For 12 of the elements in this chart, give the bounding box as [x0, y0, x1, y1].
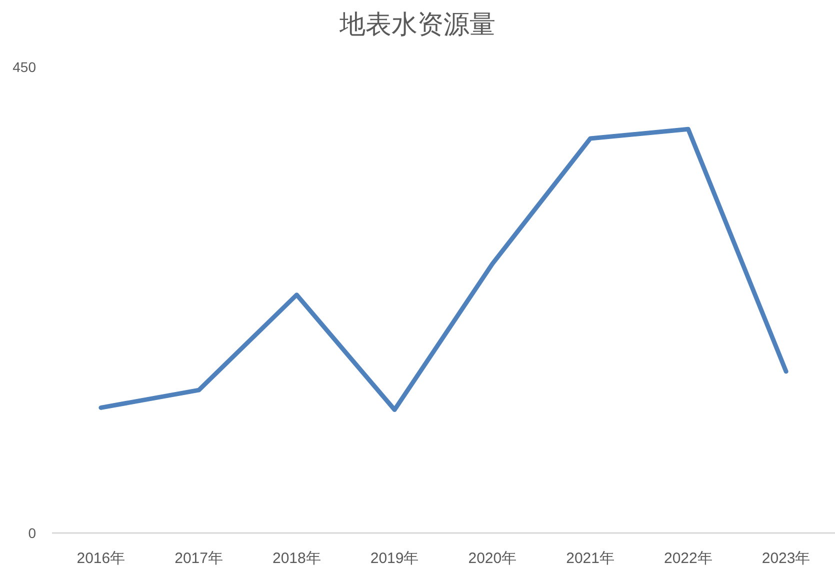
- line-series: [98, 126, 788, 412]
- y-tick-label: 450: [12, 59, 36, 75]
- x-tick-label: 2019年: [370, 550, 419, 567]
- x-tick-label: 2023年: [762, 550, 810, 567]
- y-tick-label: 0: [28, 525, 36, 541]
- chart-title: 地表水资源量: [338, 10, 496, 40]
- x-tick-label: 2022年: [664, 550, 712, 567]
- x-tick-label: 2016年: [76, 550, 126, 567]
- x-tick-label: 2017年: [174, 550, 223, 567]
- x-tick-label: 2020年: [468, 550, 517, 567]
- x-tick-label: 2018年: [272, 550, 321, 567]
- x-tick-label: 2021年: [566, 550, 614, 567]
